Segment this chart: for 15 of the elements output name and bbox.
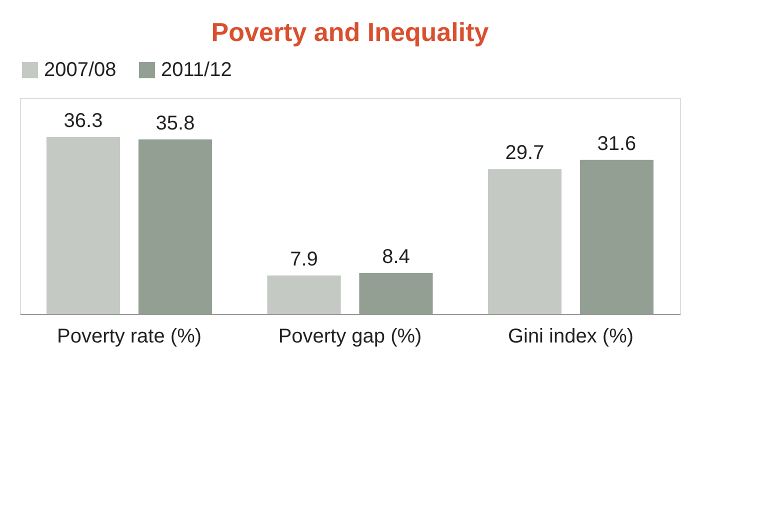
data-label: 35.8 xyxy=(156,112,195,134)
legend-label: 2007/08 xyxy=(44,59,116,81)
data-label: 36.3 xyxy=(64,110,103,132)
chart-title: Poverty and Inequality xyxy=(211,17,490,47)
x-tick-label: Poverty gap (%) xyxy=(278,326,422,348)
bar xyxy=(267,275,341,314)
x-tick-label: Gini index (%) xyxy=(508,326,634,348)
bar xyxy=(488,169,562,314)
data-label: 7.9 xyxy=(290,248,318,270)
data-label: 31.6 xyxy=(597,132,636,155)
data-label: 29.7 xyxy=(505,142,544,164)
data-label: 8.4 xyxy=(382,246,410,268)
x-tick-label: Poverty rate (%) xyxy=(57,326,202,348)
legend-label: 2011/12 xyxy=(161,59,232,81)
bar xyxy=(46,136,120,314)
